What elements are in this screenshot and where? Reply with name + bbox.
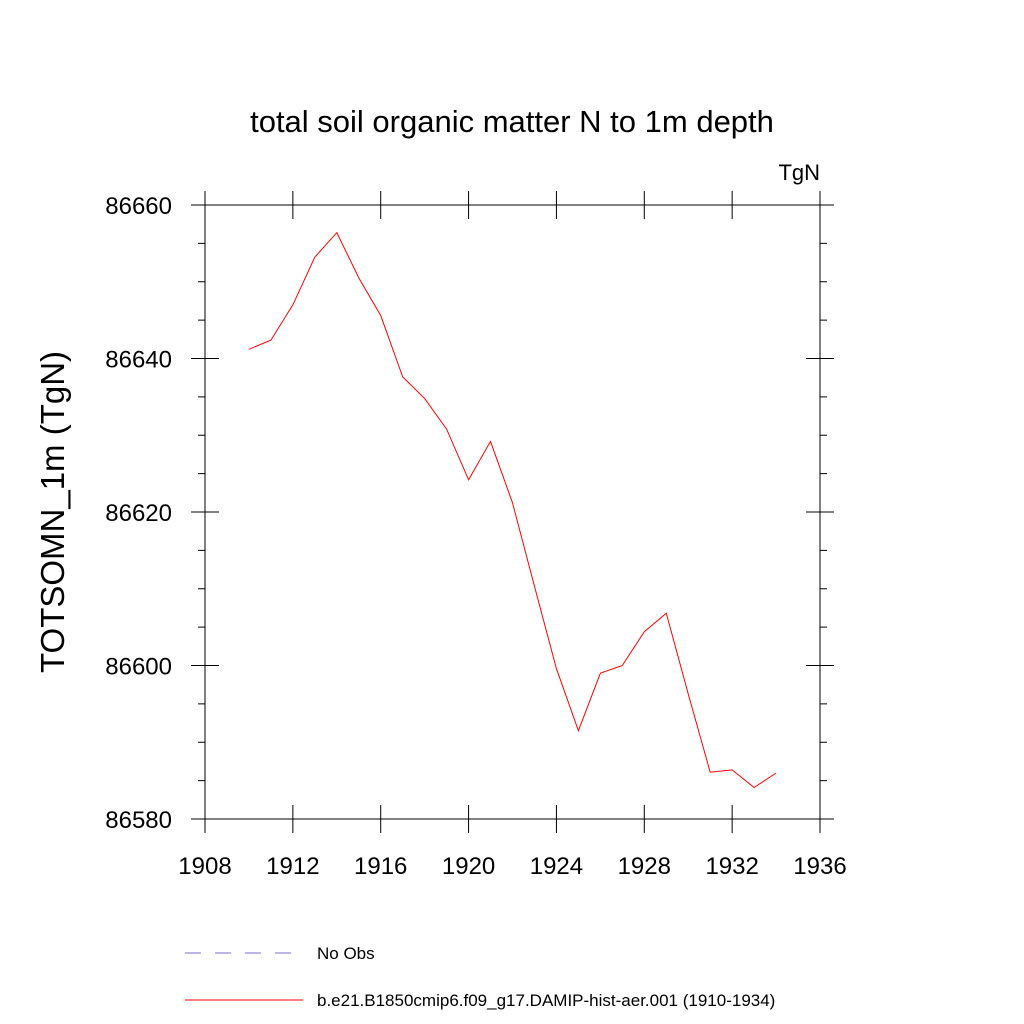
chart-title: total soil organic matter N to 1m depth — [250, 104, 774, 139]
x-tick-label: 1912 — [266, 853, 319, 880]
x-tick-label: 1924 — [530, 853, 583, 880]
x-tick-label: 1920 — [442, 853, 495, 880]
y-tick-label: 86600 — [105, 654, 172, 681]
x-tick-label: 1908 — [178, 853, 231, 880]
units-label: TgN — [778, 160, 820, 185]
x-tick-label: 1928 — [618, 853, 671, 880]
legend: No Obs b.e21.B1850cmip6.f09_g17.DAMIP-hi… — [185, 944, 775, 1010]
y-tick-label: 86640 — [105, 347, 172, 374]
y-tick-label: 86580 — [105, 807, 172, 834]
y-tick-labels: 86580 86600 86620 86640 86660 — [105, 193, 172, 834]
y-axis-label: TOTSOMN_1m (TgN) — [34, 351, 71, 673]
legend-label-no-obs: No Obs — [317, 944, 375, 963]
x-tick-labels: 1908 1912 1916 1920 1924 1928 1932 1936 — [178, 853, 846, 880]
x-tick-label: 1916 — [354, 853, 407, 880]
series-line — [248, 231, 777, 789]
series-group — [248, 231, 777, 789]
axis-ticks — [191, 191, 834, 833]
x-tick-label: 1936 — [793, 853, 846, 880]
x-tick-label: 1932 — [705, 853, 758, 880]
y-tick-label: 86620 — [105, 500, 172, 527]
plot-frame — [204, 204, 821, 820]
legend-label-model-run: b.e21.B1850cmip6.f09_g17.DAMIP-hist-aer.… — [317, 991, 775, 1010]
y-tick-label: 86660 — [105, 193, 172, 220]
